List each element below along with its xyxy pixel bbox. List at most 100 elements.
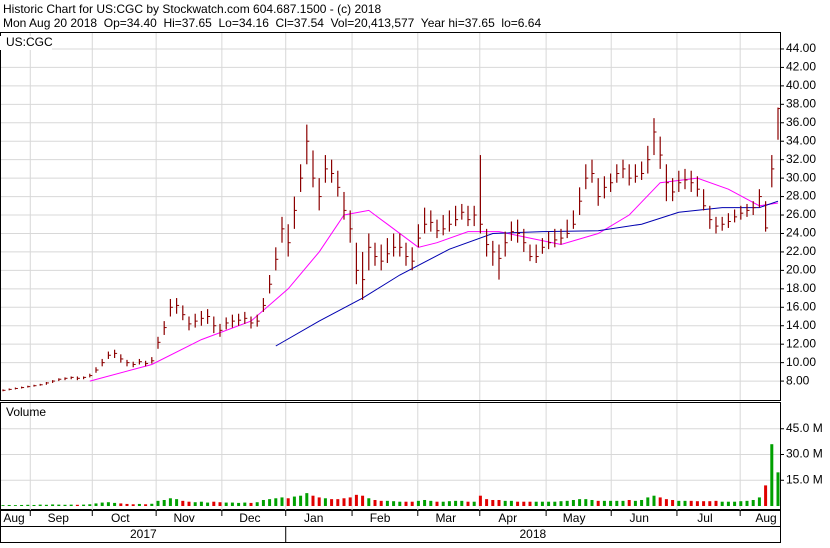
volume-bar <box>466 501 470 506</box>
volume-bar <box>571 499 575 506</box>
volume-bar <box>187 501 191 506</box>
volume-bar <box>373 499 377 506</box>
x-tick-label: Jun <box>630 511 649 525</box>
volume-bar <box>522 501 526 506</box>
volume-bar <box>88 504 92 506</box>
volume-bar <box>268 499 272 506</box>
y-tick-label: 32.00 <box>786 152 816 166</box>
volume-bar <box>689 500 693 506</box>
y-tick-label: 16.00 <box>786 299 816 313</box>
symbol-label: US:CGC <box>6 35 53 49</box>
y-tick-label: 14.00 <box>786 318 816 332</box>
volume-bar <box>720 501 724 506</box>
x-tick-label: Nov <box>173 511 194 525</box>
volume-bar <box>497 499 501 506</box>
volume-bar <box>255 502 259 506</box>
symbol-bg <box>0 36 52 50</box>
volume-bar <box>528 501 532 506</box>
volume-bar <box>261 499 265 506</box>
volume-bar <box>478 495 482 506</box>
volume-bar <box>193 502 197 506</box>
y-tick-label: 30.00 <box>786 170 816 184</box>
y-tick-label: 10.00 <box>786 355 816 369</box>
y-tick-label: 18.00 <box>786 281 816 295</box>
volume-bar <box>299 495 303 506</box>
x-tick-label: Jul <box>697 511 712 525</box>
volume-bar <box>305 493 309 506</box>
volume-bar <box>764 485 768 506</box>
year-label: 2017 <box>130 527 157 541</box>
volume-bar <box>664 499 668 506</box>
volume-bar <box>113 502 117 506</box>
volume-bar <box>491 499 495 506</box>
volume-bar <box>751 499 755 506</box>
volume-bar <box>181 500 185 506</box>
volume-bar <box>311 495 315 506</box>
volume-bar <box>646 497 650 506</box>
volume-bar <box>584 499 588 506</box>
y-tick-label: 28.00 <box>786 189 816 203</box>
volume-bar <box>206 502 210 506</box>
volume-bar <box>57 504 61 506</box>
volume-bar <box>454 500 458 506</box>
volume-bar <box>503 500 507 506</box>
volume-bar <box>150 503 154 506</box>
volume-bar <box>726 501 730 506</box>
volume-bar <box>615 500 619 506</box>
volume-bar <box>658 497 662 506</box>
volume-bar <box>330 499 334 506</box>
price-panel <box>0 32 781 401</box>
volume-y-tick-label: 45.0 M <box>786 421 823 435</box>
volume-bar <box>640 499 644 506</box>
x-tick-label: Aug <box>3 511 24 525</box>
y-tick-label: 40.00 <box>786 78 816 92</box>
volume-bar <box>249 502 253 506</box>
volume-bar <box>100 502 104 506</box>
volume-bar <box>447 501 451 506</box>
volume-bar <box>385 500 389 506</box>
volume-bar <box>292 496 296 506</box>
marks <box>1 107 781 506</box>
volume-bar <box>175 499 179 506</box>
volume-bar <box>379 500 383 506</box>
volume-bar <box>472 501 476 506</box>
volume-panel <box>0 402 781 510</box>
chart-title: Historic Chart for US:CGC by Stockwatch.… <box>3 2 381 16</box>
volume-bar <box>168 498 172 506</box>
volume-bar <box>361 495 365 506</box>
y-tick-label: 42.00 <box>786 60 816 74</box>
volume-label: Volume <box>6 405 46 419</box>
volume-bar <box>137 503 141 506</box>
volume-bar <box>435 501 439 506</box>
volume-bar <box>38 504 42 506</box>
volume-bar <box>348 497 352 506</box>
volume-bar <box>739 501 743 506</box>
y-tick-label: 44.00 <box>786 41 816 55</box>
volume-bar <box>119 503 123 506</box>
y-tick-label: 36.00 <box>786 115 816 129</box>
volume-bar <box>224 502 228 506</box>
volume-bar <box>212 501 216 506</box>
volume-bar <box>274 498 278 506</box>
volume-bar <box>534 501 538 506</box>
y-tick-label: 34.00 <box>786 133 816 147</box>
volume-bar <box>578 499 582 506</box>
volume-bar <box>627 499 631 506</box>
volume-bar <box>7 504 11 506</box>
volume-bar <box>565 500 569 506</box>
volume-bar <box>745 500 749 506</box>
volume-bar <box>683 500 687 506</box>
volume-bar <box>13 505 17 506</box>
volume-bar <box>51 504 55 506</box>
volume-bar <box>199 501 203 506</box>
volume-bar <box>404 501 408 506</box>
volume-bar <box>280 497 284 506</box>
y-tick-label: 20.00 <box>786 263 816 277</box>
y-tick-label: 26.00 <box>786 207 816 221</box>
volume-bar <box>602 500 606 506</box>
volume-bar <box>286 498 290 506</box>
volume-bar <box>32 504 36 506</box>
volume-bar <box>553 501 557 506</box>
volume-bar <box>156 500 160 506</box>
volume-bar <box>1 505 5 506</box>
